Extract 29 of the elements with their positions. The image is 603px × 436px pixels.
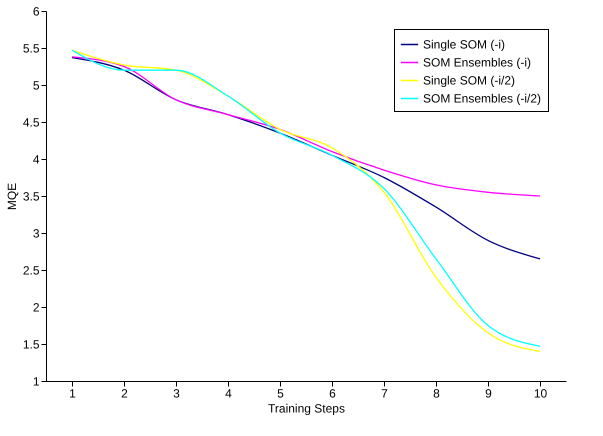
x-tick-label: 10 bbox=[534, 386, 548, 400]
line-series bbox=[71, 56, 541, 197]
y-tick-label: 3 bbox=[32, 226, 40, 240]
y-tick-label: 1.5 bbox=[22, 338, 40, 352]
y-tick-label: 6 bbox=[32, 4, 40, 18]
legend-label: SOM Ensembles (-i/2) bbox=[423, 92, 542, 106]
x-tick-label: 9 bbox=[485, 386, 492, 400]
x-tick-label: 1 bbox=[69, 386, 76, 400]
x-tick-label: 7 bbox=[381, 386, 388, 400]
x-axis-title: Training Steps bbox=[268, 402, 345, 416]
x-tick-label: 3 bbox=[173, 386, 180, 400]
legend-label: SOM Ensembles (-i) bbox=[423, 56, 532, 70]
x-tick-label: 2 bbox=[121, 386, 128, 400]
y-tick-label: 5 bbox=[32, 78, 40, 92]
y-tick-label: 3.5 bbox=[22, 190, 40, 204]
x-tick-label: 8 bbox=[433, 386, 440, 400]
legend-label: Single SOM (-i/2) bbox=[423, 74, 516, 88]
legend-label: Single SOM (-i) bbox=[423, 38, 506, 52]
y-axis-title: MQE bbox=[4, 182, 19, 210]
x-tick-label: 5 bbox=[277, 386, 284, 400]
y-tick-label: 4.5 bbox=[22, 116, 40, 130]
x-tick-label: 4 bbox=[225, 386, 232, 400]
x-tick-label: 6 bbox=[329, 386, 336, 400]
line-series bbox=[71, 56, 541, 260]
y-tick-label: 1 bbox=[32, 374, 40, 388]
y-tick-label: 4 bbox=[32, 152, 40, 166]
y-tick-label: 2 bbox=[32, 300, 40, 314]
y-tick-label: 5.5 bbox=[22, 42, 40, 56]
y-tick-label: 2.5 bbox=[22, 264, 40, 278]
